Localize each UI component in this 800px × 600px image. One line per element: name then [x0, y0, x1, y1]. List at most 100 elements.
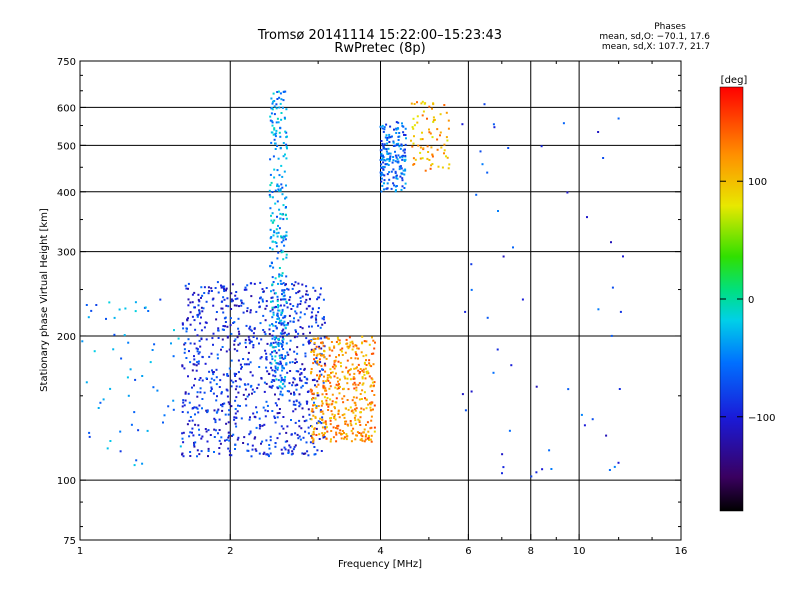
data-point: [386, 187, 389, 190]
data-point: [395, 174, 398, 177]
data-point: [396, 177, 399, 180]
data-point: [386, 142, 389, 145]
data-point: [198, 310, 201, 313]
data-point: [137, 429, 140, 432]
data-point: [279, 304, 282, 307]
data-point: [281, 387, 284, 390]
data-point: [233, 416, 236, 419]
data-point: [277, 366, 279, 369]
data-point: [270, 296, 273, 299]
data-point: [404, 143, 407, 146]
data-point: [323, 321, 326, 324]
data-point: [334, 365, 337, 368]
data-point: [325, 336, 328, 339]
data-point: [279, 393, 282, 396]
data-point: [280, 118, 283, 121]
data-point: [411, 145, 414, 148]
data-point: [270, 120, 273, 123]
data-point: [215, 368, 218, 371]
data-point: [113, 316, 116, 319]
data-point: [273, 417, 276, 419]
data-point: [198, 309, 201, 312]
data-point: [313, 427, 316, 430]
data-point: [370, 384, 373, 387]
data-point: [208, 370, 211, 373]
data-point: [200, 329, 203, 332]
data-point: [502, 255, 505, 258]
data-point: [397, 135, 400, 138]
data-point: [289, 348, 291, 351]
data-point: [316, 394, 319, 397]
data-point: [210, 352, 213, 355]
data-point: [421, 100, 424, 103]
data-point: [242, 442, 245, 444]
data-point: [357, 347, 360, 350]
data-point: [239, 378, 242, 381]
data-point: [270, 141, 273, 144]
data-point: [227, 413, 230, 416]
data-point: [245, 346, 247, 349]
data-point: [311, 379, 314, 382]
data-point: [423, 102, 426, 105]
data-point: [188, 401, 191, 404]
data-point: [266, 410, 269, 413]
data-point: [188, 435, 191, 438]
data-point: [199, 387, 202, 390]
data-point: [95, 304, 98, 306]
data-point: [313, 353, 316, 356]
data-point: [108, 301, 111, 304]
data-point: [295, 370, 298, 373]
data-point: [216, 410, 219, 413]
data-point: [337, 413, 340, 415]
data-point: [613, 465, 616, 468]
data-point: [412, 127, 415, 130]
data-point: [583, 424, 586, 427]
data-point: [237, 404, 239, 407]
data-point: [402, 169, 405, 172]
data-point: [351, 409, 354, 412]
data-point: [308, 413, 311, 416]
data-point: [394, 190, 397, 193]
data-point: [253, 437, 256, 440]
data-point: [340, 350, 343, 353]
data-point: [392, 140, 395, 143]
data-point: [249, 325, 252, 328]
data-point: [230, 308, 233, 310]
data-point: [182, 401, 185, 404]
data-point: [224, 439, 226, 442]
data-point: [237, 330, 240, 333]
data-point: [266, 404, 269, 407]
data-point: [366, 370, 369, 373]
data-point: [81, 340, 84, 343]
data-point: [320, 341, 322, 344]
data-point: [431, 155, 434, 158]
data-point: [345, 338, 348, 341]
data-point: [283, 289, 286, 292]
data-point: [233, 343, 236, 346]
data-point: [337, 409, 340, 412]
data-point: [331, 349, 334, 352]
data-point: [197, 304, 200, 307]
data-point: [322, 387, 325, 390]
data-point: [354, 409, 357, 412]
data-point: [335, 431, 338, 434]
data-point: [229, 324, 232, 327]
data-point: [271, 410, 274, 412]
data-point: [235, 416, 238, 419]
data-point: [184, 391, 187, 394]
data-point: [215, 411, 218, 414]
data-point: [237, 391, 240, 394]
data-point: [207, 286, 210, 289]
data-point: [250, 340, 253, 343]
data-point: [276, 368, 279, 371]
data-point: [272, 379, 275, 382]
data-point: [202, 307, 205, 310]
data-point: [283, 116, 286, 119]
data-point: [282, 427, 285, 430]
data-point: [296, 352, 299, 355]
data-point: [305, 382, 308, 385]
data-point: [196, 391, 199, 394]
data-point: [313, 404, 316, 406]
data-point: [278, 363, 281, 366]
data-point: [275, 378, 278, 381]
